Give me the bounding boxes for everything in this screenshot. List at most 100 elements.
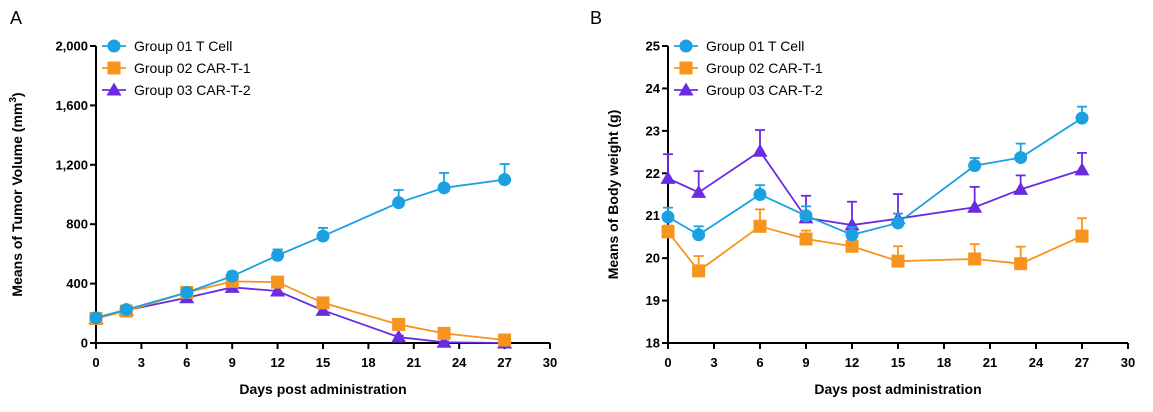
x-tick-label: 30 (543, 355, 557, 370)
series-line (95, 178, 505, 319)
y-tick-label: 400 (66, 276, 88, 291)
data-point (692, 228, 706, 242)
data-point (967, 199, 983, 213)
x-tick-label: 24 (1029, 355, 1044, 370)
panel-letter: A (10, 8, 22, 28)
y-tick-label: 0 (81, 336, 88, 351)
legend: Group 01 T Cell Group 02 CAR-T-1 Group 03 … (674, 38, 823, 98)
panel-a: A 0 400 800 1,200 1,600 2,000 0 3 6 9 12 15 18 21 24 27 3… (8, 8, 557, 397)
y-tick-label: 23 (646, 123, 660, 138)
x-tick-label: 15 (316, 355, 330, 370)
data-point (89, 311, 103, 325)
legend: Group 01 T Cell Group 02 CAR-T-1 Group 03 … (102, 38, 251, 98)
data-point (437, 181, 451, 195)
data-point (498, 333, 512, 347)
data-point (753, 188, 767, 201)
data-point (845, 239, 859, 253)
y-tick-label: 20 (646, 251, 660, 266)
data-point (661, 210, 675, 224)
legend-marker (679, 61, 693, 75)
data-point (799, 232, 813, 246)
y-tick-label: 1,600 (55, 98, 88, 113)
x-axis-title: Days post administration (239, 381, 406, 397)
x-tick-label: 6 (183, 355, 190, 370)
data-point (891, 254, 905, 268)
data-point (1075, 229, 1089, 243)
data-point (845, 228, 859, 242)
legend-label: Group 03 CAR-T-2 (706, 82, 823, 98)
series-3 (660, 129, 1090, 231)
data-point (1074, 162, 1090, 176)
y-tick-label: 25 (646, 39, 660, 54)
x-tick-label: 18 (937, 355, 951, 370)
legend-marker (678, 82, 694, 96)
x-tick-label: 24 (452, 355, 467, 370)
x-tick-label: 15 (891, 355, 905, 370)
panel-letter: B (590, 8, 602, 28)
x-tick-label: 21 (407, 355, 421, 370)
data-point (391, 329, 407, 343)
data-point (180, 286, 194, 300)
x-tick-label: 12 (270, 355, 284, 370)
legend-marker (107, 39, 121, 53)
y-tick-label: 21 (646, 208, 660, 223)
legend-marker (106, 82, 122, 96)
y-axis-title: Means of Tumor Volume (mm3) (8, 92, 25, 296)
data-point (691, 184, 707, 198)
series-1 (661, 105, 1089, 242)
legend-label: Group 02 CAR-T-1 (134, 60, 251, 76)
data-point (316, 229, 330, 243)
x-axis-title: Days post administration (814, 381, 981, 397)
y-tick-label: 24 (646, 81, 661, 96)
x-tick-label: 30 (1121, 355, 1135, 370)
data-point (692, 264, 706, 278)
data-point (437, 326, 451, 340)
x-tick-label: 9 (229, 355, 236, 370)
data-point (119, 303, 133, 317)
data-point (1014, 257, 1028, 271)
x-tick-label: 12 (845, 355, 859, 370)
legend-marker (107, 61, 121, 75)
x-tick-label: 3 (710, 355, 717, 370)
y-axis-title-text: Means of Tumor Volume (mm (9, 103, 25, 297)
data-point (271, 275, 285, 289)
x-tick-label: 0 (92, 355, 99, 370)
data-point (753, 219, 767, 233)
y-axis-title: Means of Body weight (g) (605, 110, 621, 280)
x-tick-label: 6 (756, 355, 763, 370)
legend-label: Group 01 T Cell (706, 38, 804, 54)
x-tick-label: 18 (361, 355, 375, 370)
data-point (1013, 181, 1029, 195)
data-point (271, 248, 285, 262)
y-axis-title-text: Means of Body weight (g) (605, 110, 621, 280)
data-point (799, 209, 813, 223)
legend-marker (679, 39, 693, 53)
x-tick-label: 0 (664, 355, 671, 370)
y-tick-label: 800 (66, 217, 88, 232)
data-point (392, 317, 406, 331)
data-point (436, 334, 452, 348)
series-2 (89, 274, 512, 347)
x-tick-label: 9 (802, 355, 809, 370)
y-axis-title-close: ) (9, 92, 25, 97)
data-point (392, 196, 406, 210)
y-tick-label: 19 (646, 293, 660, 308)
x-tick-label: 21 (983, 355, 997, 370)
data-point (498, 173, 512, 187)
y-tick-label: 2,000 (55, 39, 88, 54)
y-tick-label: 1,200 (55, 157, 88, 172)
data-point (225, 269, 239, 283)
x-tick-label: 27 (1075, 355, 1089, 370)
data-point (752, 143, 768, 157)
data-point (891, 216, 905, 230)
legend-label: Group 02 CAR-T-1 (706, 60, 823, 76)
panel-b: B 18 19 20 21 22 23 24 25 0 3 6 9 12 15 18 21 24 27 30 Days … (590, 8, 1135, 397)
data-point (1014, 151, 1028, 165)
legend-label: Group 03 CAR-T-2 (134, 82, 251, 98)
data-point (270, 283, 286, 297)
data-point (1075, 111, 1089, 125)
x-tick-label: 3 (138, 355, 145, 370)
series-1 (89, 163, 512, 325)
data-point (968, 159, 982, 173)
